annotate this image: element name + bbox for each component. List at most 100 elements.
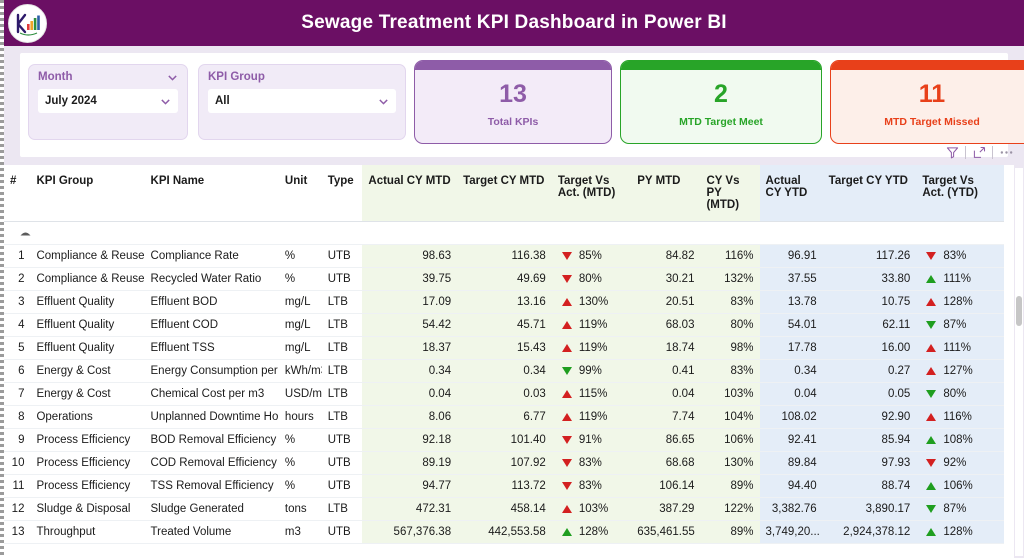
kpi-table-header-row: # KPI Group KPI Name Unit Type Actual CY… <box>4 165 1004 222</box>
slicer-month-header: Month <box>38 71 178 83</box>
variance-up-arrow-icon <box>926 435 937 444</box>
slicer-month-selected: July 2024 <box>45 95 97 107</box>
variance-percent: 127% <box>943 364 973 377</box>
table-row[interactable]: 13 Throughput Treated Volume m3 UTB 567,376.3… <box>4 520 1004 544</box>
variance-up-arrow-icon <box>926 297 937 306</box>
table-row[interactable]: 12 Sludge & Disposal Sludge Generated tons L… <box>4 497 1004 521</box>
chevron-down-icon[interactable] <box>160 96 171 107</box>
cell-target-cy-mtd: 113.72 <box>457 474 552 498</box>
slicer-kpi-group-title: KPI Group <box>208 71 265 83</box>
table-row[interactable]: 5 Effluent Quality Effluent TSS mg/L LTB 18.3… <box>4 336 1004 360</box>
cell-index: 5 <box>4 336 31 360</box>
cell-type: UTB <box>321 451 363 475</box>
cell-variance: 127% <box>916 359 1004 383</box>
table-row[interactable]: 1 Compliance & Reuse Compliance Rate% UTB 98… <box>4 244 1004 268</box>
kpi-card-mtd-target-meet[interactable]: 2 MTD Target Meet <box>620 60 822 144</box>
kpi-table-container[interactable]: # KPI Group KPI Name Unit Type Actual CY… <box>4 165 1014 558</box>
cell-actual-cy-ytd: 3,382.76 <box>759 497 823 521</box>
table-row[interactable]: 2 Compliance & Reuse Recycled Water Ratio%… <box>4 267 1004 291</box>
scrollbar-thumb[interactable] <box>1016 296 1022 326</box>
cell-variance: 108% <box>916 428 1004 452</box>
table-row[interactable]: 3 Effluent Quality Effluent BOD mg/L LTB 17.0… <box>4 290 1004 314</box>
col-header-target-cy-mtd[interactable]: Target CY MTD <box>457 165 552 222</box>
variance-down-arrow-icon <box>926 458 937 467</box>
cell-variance: 106% <box>916 474 1004 498</box>
col-header-actual-cy-mtd[interactable]: Actual CY MTD <box>362 165 458 222</box>
cell-target-cy-mtd: 107.92 <box>457 451 552 475</box>
col-header-target-cy-ytd[interactable]: Target CY YTD <box>822 165 917 222</box>
chevron-down-icon[interactable] <box>167 72 178 83</box>
cell-actual-cy-mtd: 54.42 <box>362 313 458 337</box>
kpi-card-total-kpis[interactable]: 13 Total KPIs <box>414 60 612 144</box>
slicer-kpi-group[interactable]: KPI Group All <box>198 64 406 140</box>
filter-icon[interactable] <box>942 143 962 162</box>
cell-unit: % <box>278 451 322 475</box>
table-row[interactable]: 11 Process Efficiency TSS Removal Efficien… <box>4 474 1004 498</box>
cell-variance: 115% <box>551 382 632 406</box>
cell-target-cy-ytd: 97.93 <box>822 451 917 475</box>
col-header-type[interactable]: Type <box>321 165 363 222</box>
cell-cy-vs-py-mtd: 83% <box>700 290 760 314</box>
cell-cy-vs-py-mtd: 116% <box>700 244 760 268</box>
kpi-card-mtd-target-missed[interactable]: 11 MTD Target Missed <box>830 60 1024 144</box>
col-header-kpi-name[interactable]: KPI Name <box>144 165 279 222</box>
table-row[interactable]: 10 Process Efficiency COD Removal Efficien… <box>4 451 1004 475</box>
variance-down-arrow-icon <box>561 274 572 283</box>
col-header-index[interactable]: # <box>4 165 31 222</box>
col-header-py-mtd[interactable]: PY MTD <box>631 165 701 222</box>
slicer-month[interactable]: Month July 2024 <box>28 64 188 140</box>
col-header-target-vs-act-mtd[interactable]: Target Vs Act. (MTD) <box>551 165 632 222</box>
variance-percent: 119% <box>578 410 608 423</box>
slicer-kpi-group-header: KPI Group <box>208 71 396 83</box>
cell-variance: 119% <box>551 313 632 337</box>
col-header-cy-vs-py-mtd[interactable]: CY Vs PY (MTD) <box>700 165 760 222</box>
slicer-month-value[interactable]: July 2024 <box>38 89 178 113</box>
cell-index: 4 <box>4 313 31 337</box>
table-row[interactable]: 4 Effluent Quality Effluent COD mg/L LTB 54.4… <box>4 313 1004 337</box>
more-options-icon[interactable] <box>996 143 1016 162</box>
chevron-down-icon[interactable] <box>378 96 389 107</box>
table-vertical-scrollbar[interactable] <box>1015 168 1023 556</box>
focus-mode-icon[interactable] <box>969 143 989 162</box>
cell-py-mtd: 387.29 <box>631 497 701 521</box>
slicer-kpi-group-value[interactable]: All <box>208 89 396 113</box>
cell-variance: 99% <box>551 359 632 383</box>
variance-percent: 80% <box>943 387 967 400</box>
kpi-card-value: 13 <box>499 80 527 108</box>
variance-up-arrow-icon <box>561 504 572 513</box>
cell-type: LTB <box>321 313 363 337</box>
variance-up-arrow-icon <box>561 343 572 352</box>
cell-kpi-name: Recycled Water Ratio <box>144 267 279 291</box>
cell-cy-vs-py-mtd: 122% <box>700 497 760 521</box>
variance-up-arrow-icon <box>561 412 572 421</box>
cell-target-cy-ytd: 3,890.17 <box>822 497 917 521</box>
sort-ascending-caret[interactable] <box>4 221 1004 245</box>
table-row[interactable]: 9 Process Efficiency BOD Removal Efficienc… <box>4 428 1004 452</box>
cell-cy-vs-py-mtd: 80% <box>700 313 760 337</box>
variance-percent: 116% <box>943 410 972 423</box>
col-header-kpi-group[interactable]: KPI Group <box>30 165 145 222</box>
cell-py-mtd: 635,461.55 <box>631 520 701 544</box>
cell-variance: 91% <box>551 428 632 452</box>
cell-unit: mg/L <box>278 313 322 337</box>
cell-actual-cy-mtd: 0.04 <box>362 382 458 406</box>
variance-down-arrow-icon <box>561 458 572 467</box>
col-header-unit[interactable]: Unit <box>278 165 322 222</box>
cell-kpi-name: Compliance Rate <box>144 244 279 268</box>
cell-index: 13 <box>4 520 31 544</box>
cell-actual-cy-ytd: 94.40 <box>759 474 823 498</box>
cell-target-cy-mtd: 116.38 <box>457 244 552 268</box>
cell-cy-vs-py-mtd: 130% <box>700 451 760 475</box>
cell-variance: 119% <box>551 405 632 429</box>
variance-up-arrow-icon <box>561 297 572 306</box>
slicer-month-title: Month <box>38 71 73 83</box>
cell-cy-vs-py-mtd: 98% <box>700 336 760 360</box>
col-header-actual-cy-ytd[interactable]: Actual CY YTD <box>759 165 823 222</box>
variance-down-arrow-icon <box>561 435 572 444</box>
variance-up-arrow-icon <box>926 274 937 283</box>
cell-target-cy-mtd: 101.40 <box>457 428 552 452</box>
col-header-target-vs-act-ytd[interactable]: Target Vs Act. (YTD) <box>916 165 1004 222</box>
